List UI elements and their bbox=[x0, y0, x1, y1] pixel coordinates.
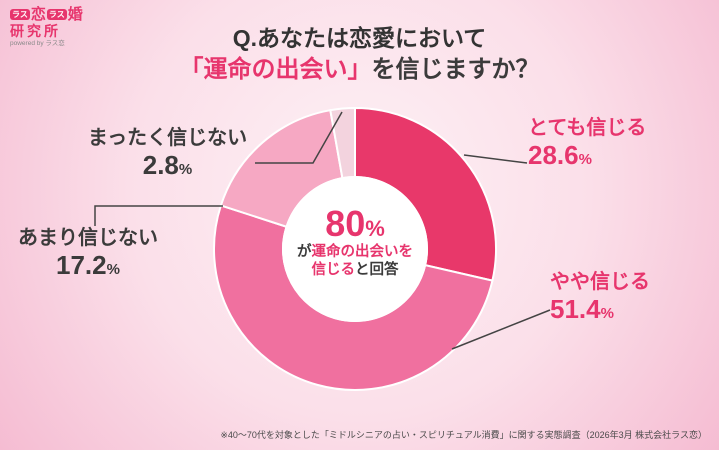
callout-label: やや信じる bbox=[550, 271, 650, 293]
logo-tag-2: ラス bbox=[46, 9, 67, 21]
connector-amari bbox=[94, 205, 223, 226]
callout-value: 2.8% bbox=[80, 150, 255, 181]
callout-value-unit: % bbox=[178, 161, 193, 178]
page-title: Q.あなたは恋愛において 「運命の出会い」を信じますか？ bbox=[0, 24, 719, 85]
callout-value-number: 28.6 bbox=[528, 140, 579, 170]
callout-label: まったく信じない bbox=[87, 127, 248, 149]
survey-footnote: ※40〜70代を対象とした「ミドルシニアの占い・スピリチュアル消費」に関する実態… bbox=[220, 430, 707, 440]
logo-tag-1: ラス bbox=[10, 9, 30, 21]
connector-yaya bbox=[451, 309, 551, 350]
center-line-3: 信じると回答 bbox=[275, 261, 435, 279]
callout-value: 28.6% bbox=[528, 140, 646, 171]
center-percent-number: 80 bbox=[325, 203, 366, 244]
title-line-2: 「運命の出会い」を信じますか？ bbox=[0, 54, 719, 85]
center-percent: 80% bbox=[275, 205, 435, 243]
title-highlight: 「運命の出会い」 bbox=[179, 55, 372, 83]
connector-totemo bbox=[463, 154, 528, 164]
callout-value-unit: % bbox=[600, 305, 614, 322]
connector-mattaku bbox=[255, 111, 343, 164]
callout-amari-shinjinai: あまり信じない 17.2% bbox=[18, 226, 158, 281]
title-line-1: Q.あなたは恋愛において bbox=[232, 25, 487, 51]
donut-center-circle bbox=[282, 176, 428, 322]
callout-value-number: 17.2 bbox=[56, 250, 107, 280]
title-rest: を信じますか？ bbox=[371, 55, 540, 83]
callout-value-number: 51.4 bbox=[550, 294, 601, 324]
callout-label: とても信じる bbox=[528, 117, 647, 139]
center-line2-plain: が bbox=[297, 243, 312, 260]
center-line-2: が運命の出会いを bbox=[275, 243, 435, 261]
center-line3-highlight: 信じる bbox=[311, 261, 356, 278]
logo-char-1: 恋 bbox=[30, 6, 46, 23]
logo-subtitle: 研究所 bbox=[10, 23, 61, 40]
logo: ラス 恋 ラス 婚 研究所 powered by ラス恋 bbox=[10, 6, 83, 48]
donut-center-text: 80% が運命の出会いを 信じると回答 bbox=[275, 205, 435, 279]
center-percent-unit: % bbox=[365, 216, 385, 241]
callout-yaya-shinjiru: やや信じる 51.4% bbox=[550, 270, 650, 325]
callout-mattaku-shinjinai: まったく信じない 2.8% bbox=[80, 126, 255, 181]
callout-value-unit: % bbox=[578, 151, 592, 168]
callout-label: あまり信じない bbox=[18, 227, 158, 249]
callout-value: 51.4% bbox=[550, 294, 650, 325]
callout-value: 17.2% bbox=[18, 250, 158, 281]
center-line3-plain: と回答 bbox=[355, 261, 399, 278]
center-line2-highlight: 運命の出会いを bbox=[311, 243, 414, 260]
callout-value-unit: % bbox=[106, 261, 120, 278]
logo-char-2: 婚 bbox=[67, 6, 83, 23]
logo-line1: ラス 恋 ラス 婚 bbox=[10, 6, 83, 23]
callout-totemo-shinjiru: とても信じる 28.6% bbox=[528, 116, 646, 171]
callout-value-number: 2.8 bbox=[142, 150, 179, 180]
logo-powered-by: powered by ラス恋 bbox=[10, 40, 65, 48]
